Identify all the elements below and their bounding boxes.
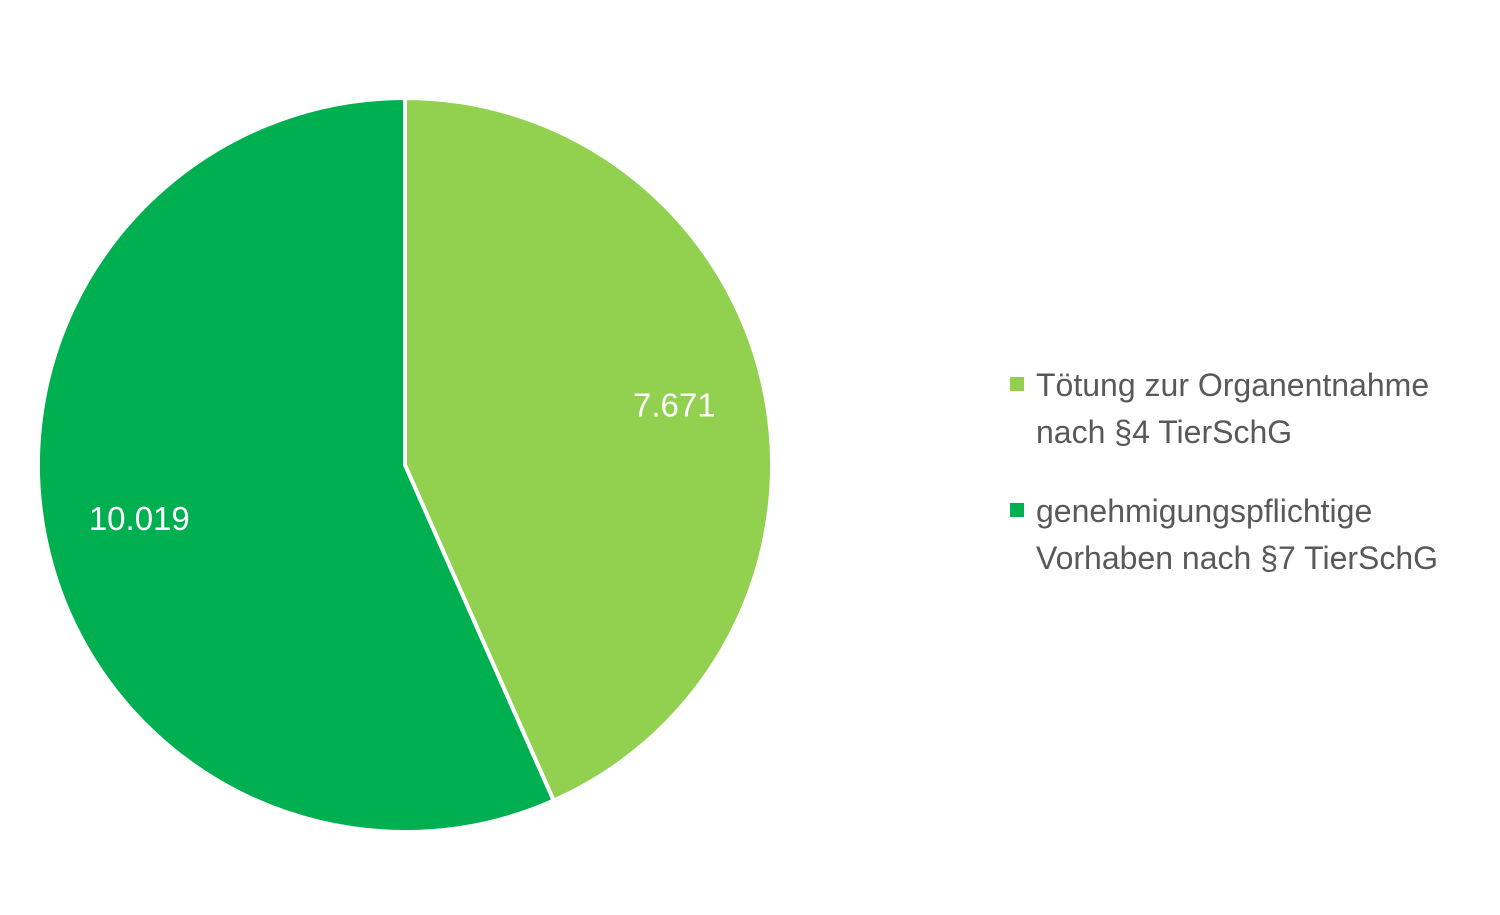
pie-slices bbox=[36, 96, 774, 834]
legend-label-genehmigung: genehmigungspflichtige Vorhaben nach §7 … bbox=[1036, 493, 1439, 576]
value-label-genehmigung: 10.019 bbox=[89, 500, 190, 537]
legend: Tötung zur Organentnahme nach §4 TierSch… bbox=[1010, 362, 1490, 614]
pie-slice-toetung bbox=[403, 96, 774, 803]
legend-label-toetung: Tötung zur Organentnahme nach §4 TierSch… bbox=[1036, 367, 1430, 450]
legend-item-toetung: Tötung zur Organentnahme nach §4 TierSch… bbox=[1010, 362, 1490, 456]
pie-slice-genehmigung bbox=[36, 96, 556, 834]
legend-swatch-toetung bbox=[1010, 377, 1024, 391]
legend-item-genehmigung: genehmigungspflichtige Vorhaben nach §7 … bbox=[1010, 488, 1490, 582]
legend-swatch-genehmigung bbox=[1010, 503, 1024, 517]
pie-value-labels: 7.671 10.019 bbox=[89, 387, 716, 537]
value-label-toetung: 7.671 bbox=[633, 387, 716, 424]
pie-chart: 7.671 10.019 bbox=[36, 96, 774, 834]
